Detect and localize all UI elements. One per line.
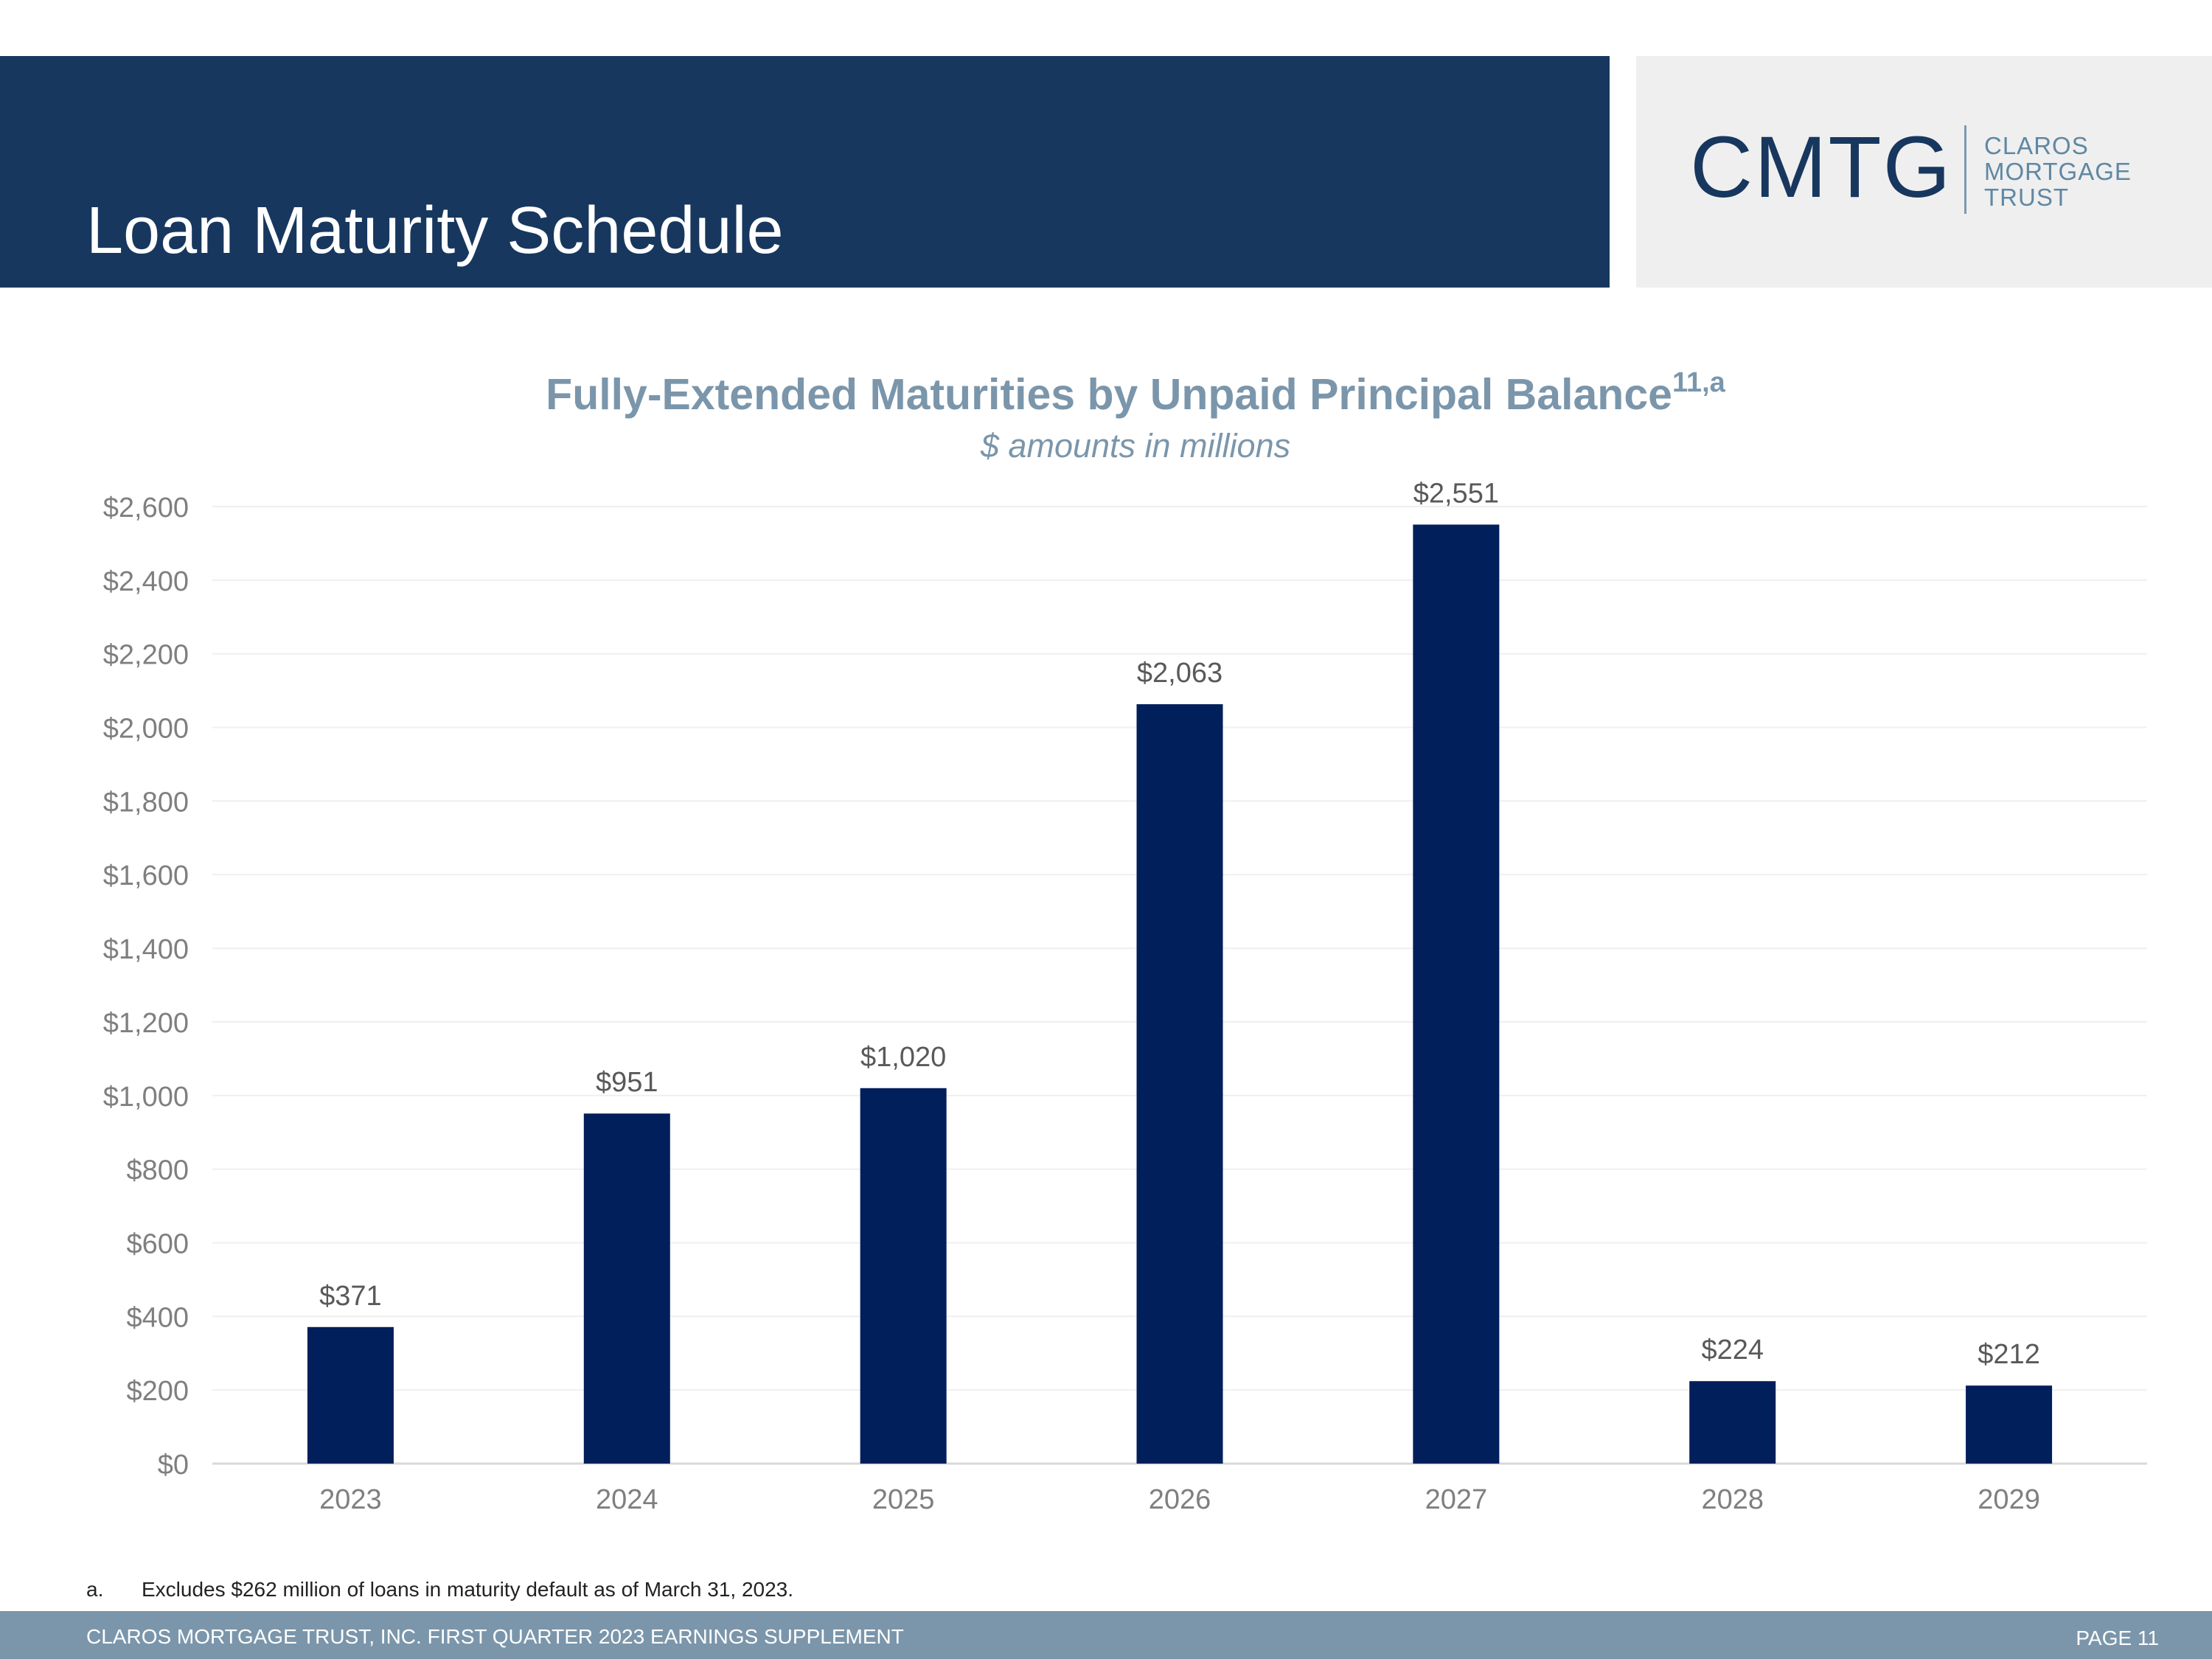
logo-panel [1636,56,2212,288]
bar [860,1088,947,1464]
x-tick-label: 2027 [1425,1484,1488,1515]
bar [1689,1381,1776,1464]
y-tick-label: $1,800 [103,787,189,818]
logo-word: CLAROS [1984,132,2089,159]
y-tick-label: $1,600 [103,860,189,891]
y-tick-label: $2,200 [103,640,189,671]
logo-mark: CMTG [1690,119,1952,216]
data-label: $951 [596,1067,658,1098]
x-tick-label: 2023 [319,1484,382,1515]
footer-page-number: PAGE 11 [2076,1627,2159,1649]
bar [1413,524,1500,1464]
data-label: $371 [319,1281,382,1312]
y-tick-label: $0 [158,1450,189,1481]
footnote-marker: a. [86,1578,104,1601]
data-label: $212 [1978,1339,2040,1370]
bar [1136,704,1223,1464]
bar [1966,1385,2053,1464]
x-tick-label: 2028 [1701,1484,1764,1515]
logo-wordmark: CLAROS MORTGAGE TRUST [1984,133,2176,210]
bar [583,1113,670,1464]
y-tick-label: $1,000 [103,1082,189,1113]
logo-divider [1964,125,1966,214]
data-label: $1,020 [860,1042,946,1073]
y-tick-label: $1,400 [103,934,189,965]
footnote-text: Excludes $262 million of loans in maturi… [142,1578,794,1601]
logo-word: TRUST [1984,184,2069,211]
bar [307,1326,394,1464]
y-tick-label: $1,200 [103,1008,189,1039]
footer-document-title: CLAROS MORTGAGE TRUST, INC. FIRST QUARTE… [86,1625,904,1648]
data-label: $2,551 [1413,478,1499,509]
y-tick-label: $600 [126,1228,189,1259]
x-tick-label: 2024 [596,1484,658,1515]
logo-word: MORTGAGE [1984,158,2132,185]
x-tick-label: 2025 [872,1484,935,1515]
data-label: $224 [1701,1335,1764,1366]
y-tick-label: $200 [126,1376,189,1407]
y-tick-label: $2,000 [103,714,189,745]
y-tick-label: $400 [126,1302,189,1333]
chart-subtitle: $ amounts in millions [980,427,1291,465]
x-tick-label: 2026 [1149,1484,1211,1515]
y-tick-label: $2,400 [103,566,189,597]
chart-title-superscript: 11,a [1672,367,1725,398]
y-tick-label: $2,600 [103,493,189,524]
page-title: Loan Maturity Schedule [86,194,784,268]
footer-bar [0,1611,2212,1659]
header-band [0,56,1610,288]
chart-title-text: Fully-Extended Maturities by Unpaid Prin… [546,370,1672,419]
y-tick-label: $800 [126,1155,189,1186]
chart-title: Fully-Extended Maturities by Unpaid Prin… [0,369,2212,417]
data-label: $2,063 [1137,658,1222,689]
x-tick-label: 2029 [1978,1484,2040,1515]
